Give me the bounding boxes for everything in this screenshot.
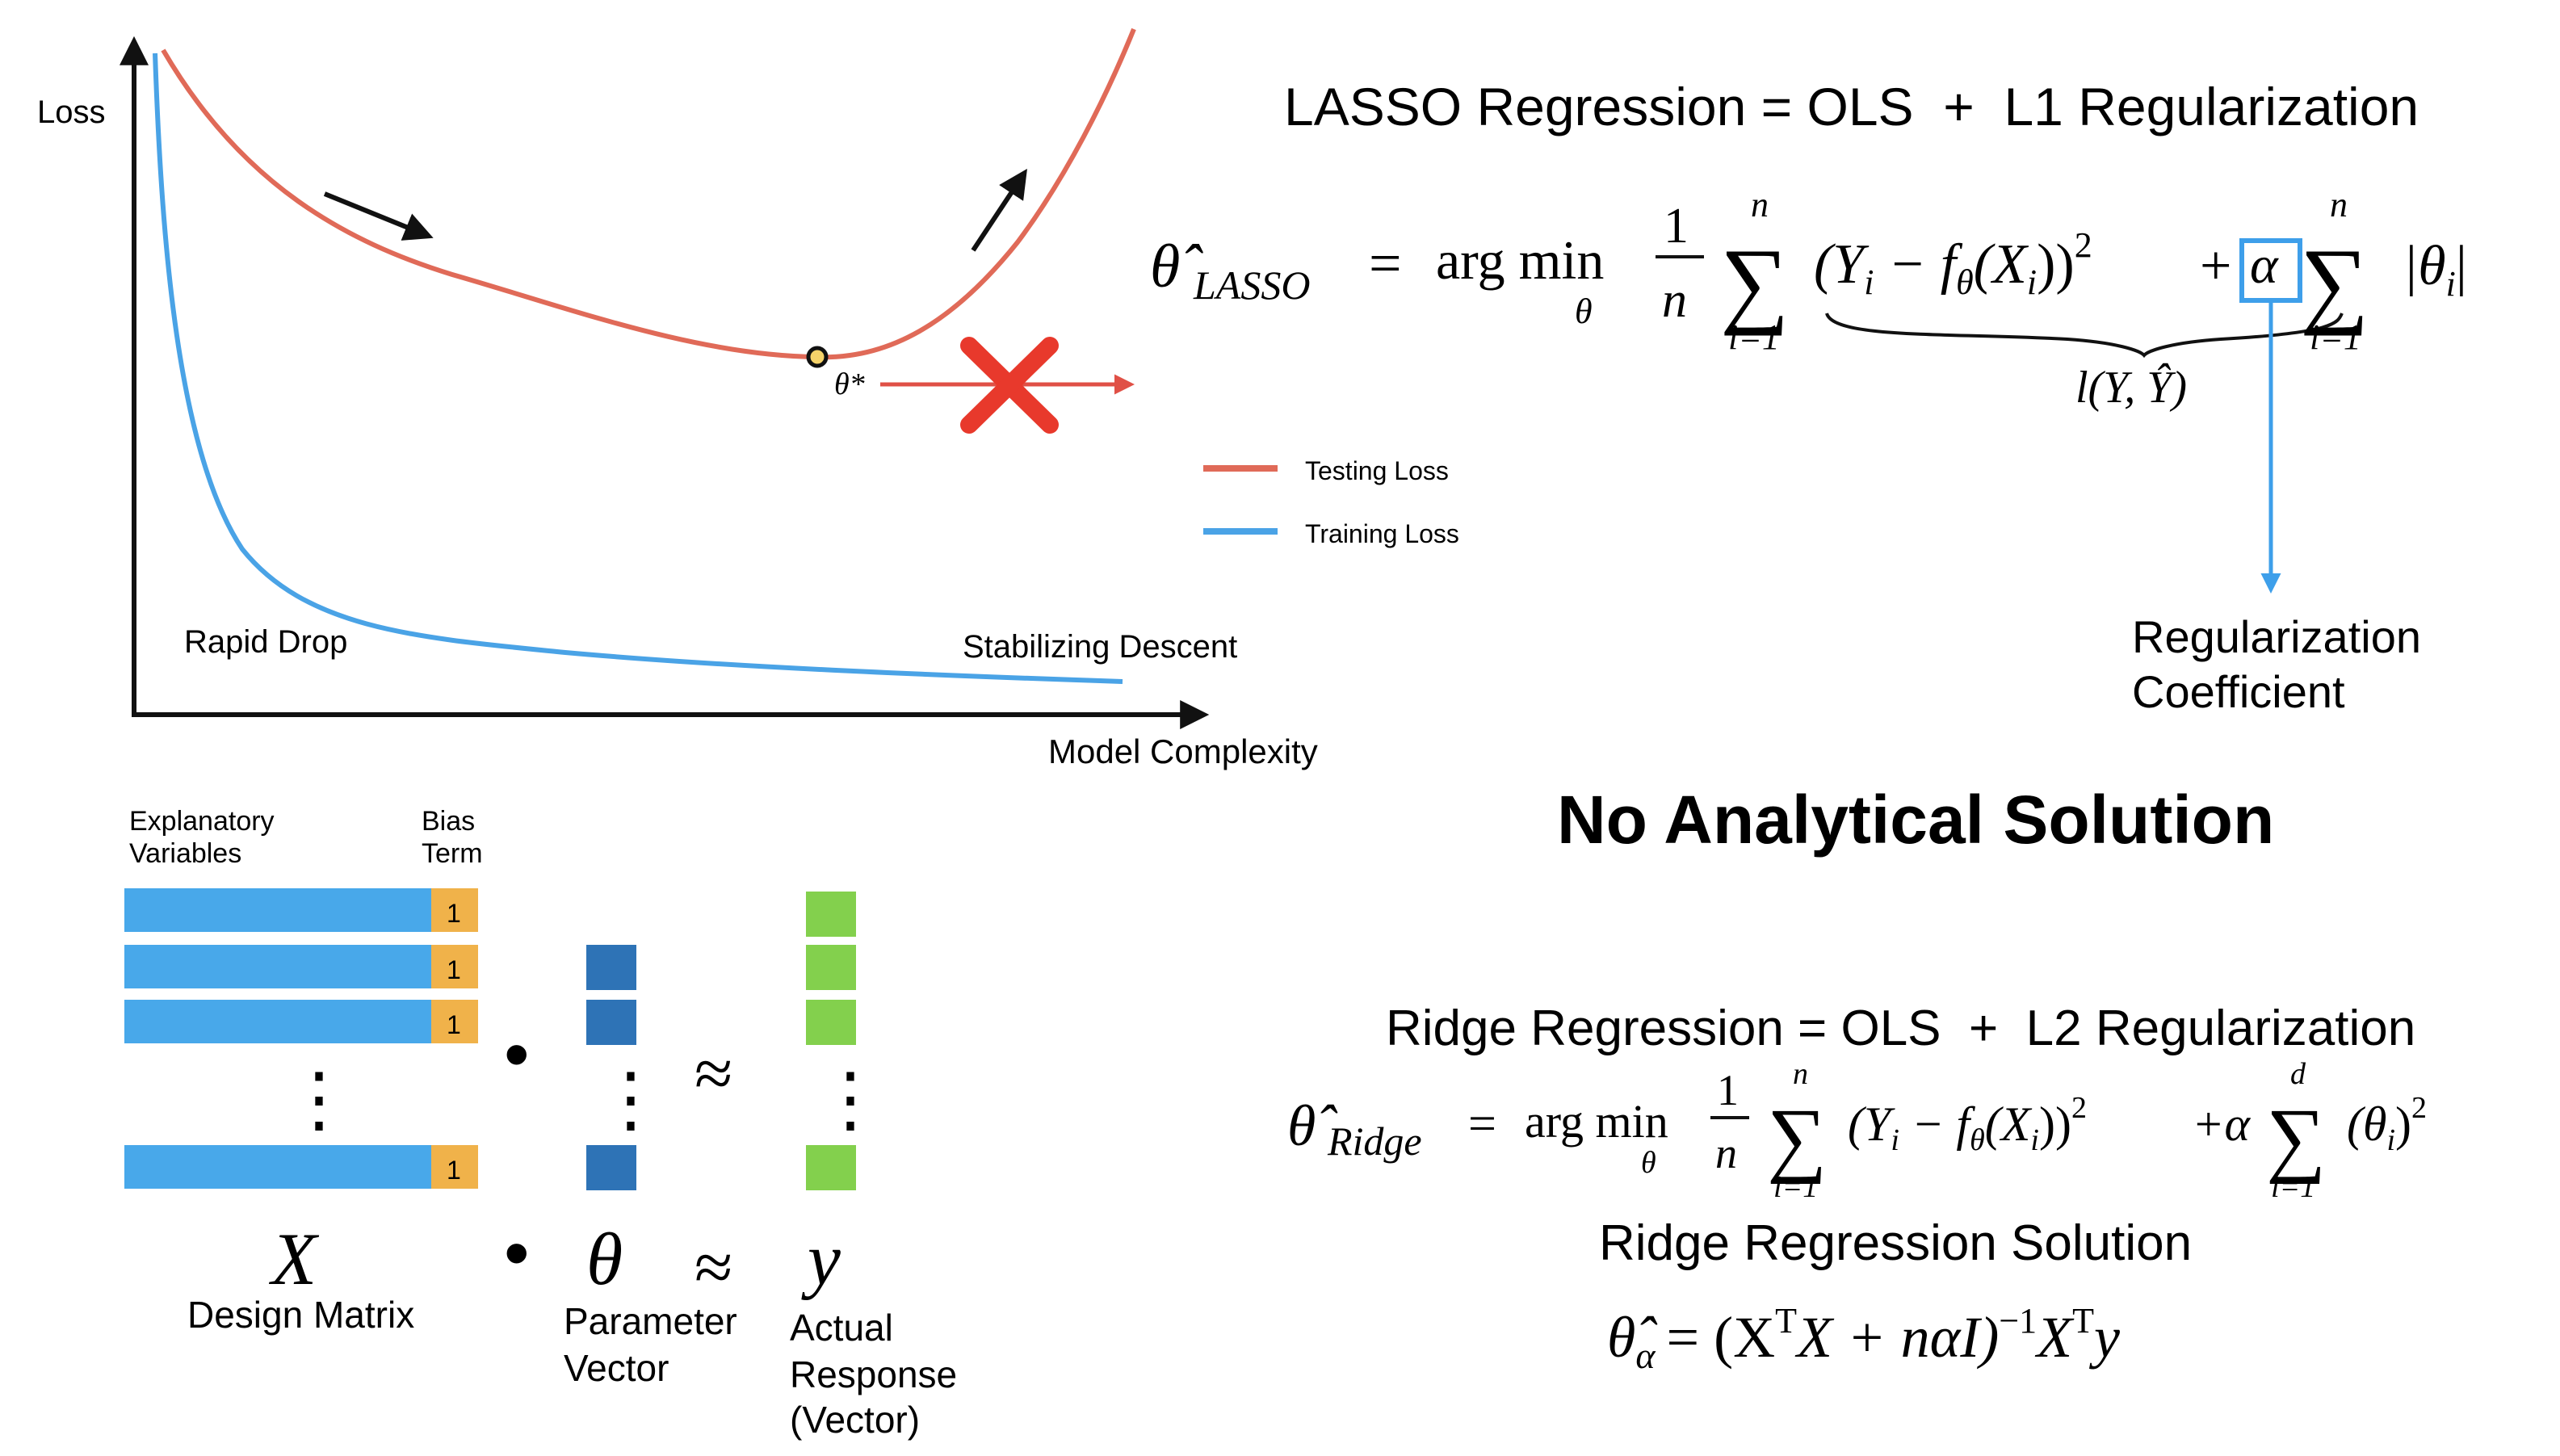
bias-cell-value: 1: [447, 955, 461, 984]
lasso-loss-label: l(Y, Ŷ): [2075, 363, 2187, 413]
ridge-frac-num: 1: [1717, 1066, 1739, 1114]
lasso-plus: +: [2200, 235, 2231, 297]
param-vdots: ⋮: [594, 1060, 667, 1140]
optimum-label: θ*: [834, 367, 865, 401]
legend-label-testing: Testing Loss: [1305, 456, 1449, 485]
lasso-sum-top: n: [1751, 185, 1769, 224]
ridge-equation: θ̂ Ridge = arg min θ 1 n n ∑ i=1 (Yi − f…: [1287, 1057, 2427, 1204]
approx-operator: ≈: [695, 1034, 732, 1112]
matrix-diagram: Explanatory Variables Bias Term 1 1 1 ⋮ …: [124, 806, 957, 1441]
resp-cell: [806, 1145, 856, 1190]
ridge-frac-den: n: [1715, 1129, 1737, 1177]
downhill-arrow: [323, 191, 434, 241]
lasso-frac-num: 1: [1664, 199, 1689, 254]
ridge-sum2-top: d: [2290, 1057, 2306, 1091]
resp-cell: [806, 945, 856, 990]
approx-operator-symbolic: ≈: [695, 1228, 732, 1306]
lasso-term: (Yi − fθ(Xi))2: [1814, 225, 2092, 302]
theta-caption-1: Parameter: [564, 1300, 737, 1342]
resp-cell: [806, 892, 856, 937]
ridge-section: Ridge Regression = OLS + L2 Regularizati…: [1287, 1001, 2427, 1376]
bias-cell-value: 1: [447, 899, 461, 928]
ridge-sum2-bottom: i=1: [2271, 1170, 2315, 1204]
ridge-sum-top: n: [1793, 1057, 1808, 1091]
alpha-highlight-box: [2239, 238, 2302, 303]
resp-vdots: ⋮: [814, 1060, 887, 1140]
y-caption-1: Actual: [790, 1307, 893, 1349]
bias-cell-value: 1: [447, 1156, 461, 1185]
dot-operator-symbolic: •: [504, 1213, 530, 1294]
design-row: 1: [124, 888, 478, 932]
ridge-sq-term: (θi)2: [2347, 1091, 2427, 1157]
testing-loss-curve: [161, 27, 1136, 360]
x-axis-label: Model Complexity: [1048, 732, 1318, 770]
lasso-argmin: arg min: [1436, 229, 1604, 291]
ridge-argmin-sub: θ: [1641, 1146, 1656, 1180]
loss-chart: Loss Model Complexity θ* Rapid Drop Stab…: [37, 27, 1459, 770]
uphill-arrow: [971, 168, 1027, 252]
optimum-point: [806, 346, 829, 368]
param-cell: [586, 945, 636, 990]
ridge-sum-symbol: ∑: [1767, 1092, 1827, 1185]
param-cell: [586, 1145, 636, 1190]
reg-coef-label-line1: Regularization: [2132, 611, 2421, 662]
header-bias-2: Term: [422, 838, 483, 869]
y-symbol: y: [801, 1218, 841, 1300]
header-explanatory-2: Variables: [129, 838, 241, 869]
header-bias-1: Bias: [422, 806, 475, 837]
ridge-term: (Yi − fθ(Xi))2: [1848, 1091, 2087, 1157]
resp-cell: [806, 1000, 856, 1045]
training-loss-curve: [153, 52, 1123, 684]
y-caption-2: Response: [790, 1353, 957, 1395]
bias-cell-value: 1: [447, 1010, 461, 1039]
ridge-sum-bottom: i=1: [1773, 1170, 1818, 1204]
ridge-lhs-sub: Ridge: [1327, 1118, 1422, 1164]
lasso-equation: θ̂ LASSO = arg min θ 1 n n ∑ i=1 (Yi − f…: [1150, 185, 2467, 413]
x-caption: Design Matrix: [187, 1294, 414, 1336]
x-symbol: X: [268, 1218, 320, 1300]
lasso-argmin-sub: θ: [1575, 292, 1593, 331]
header-explanatory-1: Explanatory: [129, 806, 275, 837]
ridge-solution-equation: θ̂α = (XTX + nαI)−1XTy: [1607, 1301, 2120, 1376]
legend-label-training: Training Loss: [1305, 519, 1459, 548]
lasso-section: LASSO Regression = OLS + L1 Regularizati…: [1150, 77, 2467, 717]
y-axis-label: Loss: [37, 94, 106, 130]
dot-operator: •: [504, 1014, 530, 1095]
theta-caption-2: Vector: [564, 1347, 669, 1389]
lasso-frac-den: n: [1662, 273, 1687, 328]
lasso-alpha: α: [2250, 236, 2279, 295]
lasso-equals: =: [1369, 231, 1402, 296]
lasso-sum2-symbol: ∑: [2300, 229, 2369, 336]
param-cell: [586, 1000, 636, 1045]
y-caption-3: (Vector): [790, 1399, 920, 1441]
matrix-vdots: ⋮: [283, 1060, 355, 1140]
reg-coef-label-line2: Coefficient: [2132, 666, 2345, 717]
ridge-equals: =: [1468, 1097, 1496, 1152]
lasso-underbrace: [1825, 313, 2344, 359]
ridge-solution-title: Ridge Regression Solution: [1599, 1215, 2192, 1271]
design-row: 1: [124, 945, 478, 988]
theta-symbol: θ: [586, 1218, 623, 1300]
lasso-sum-symbol: ∑: [1720, 229, 1790, 336]
ridge-title: Ridge Regression = OLS + L2 Regularizati…: [1386, 1001, 2415, 1056]
no-analytical-solution: No Analytical Solution: [1557, 782, 2274, 858]
ridge-sum2-symbol: ∑: [2266, 1092, 2326, 1185]
cross-icon: [960, 337, 1059, 434]
stabilizing-descent-annotation: Stabilizing Descent: [963, 629, 1237, 665]
legend: Testing Loss Training Loss: [1203, 456, 1459, 548]
lasso-sum2-bottom: i=1: [2310, 317, 2361, 357]
lasso-title: LASSO Regression = OLS + L1 Regularizati…: [1284, 77, 2419, 136]
lasso-sum2-top: n: [2330, 185, 2348, 224]
ridge-argmin: arg min: [1525, 1095, 1668, 1148]
rapid-drop-annotation: Rapid Drop: [184, 624, 347, 660]
lasso-abs-term: |θi|: [2403, 235, 2467, 304]
lasso-lhs-sub: LASSO: [1193, 262, 1310, 308]
ridge-plus-alpha: +α: [2192, 1097, 2251, 1151]
design-row: 1: [124, 1145, 478, 1189]
lasso-sum-bottom: i=1: [1728, 317, 1780, 357]
design-row: 1: [124, 1000, 478, 1043]
